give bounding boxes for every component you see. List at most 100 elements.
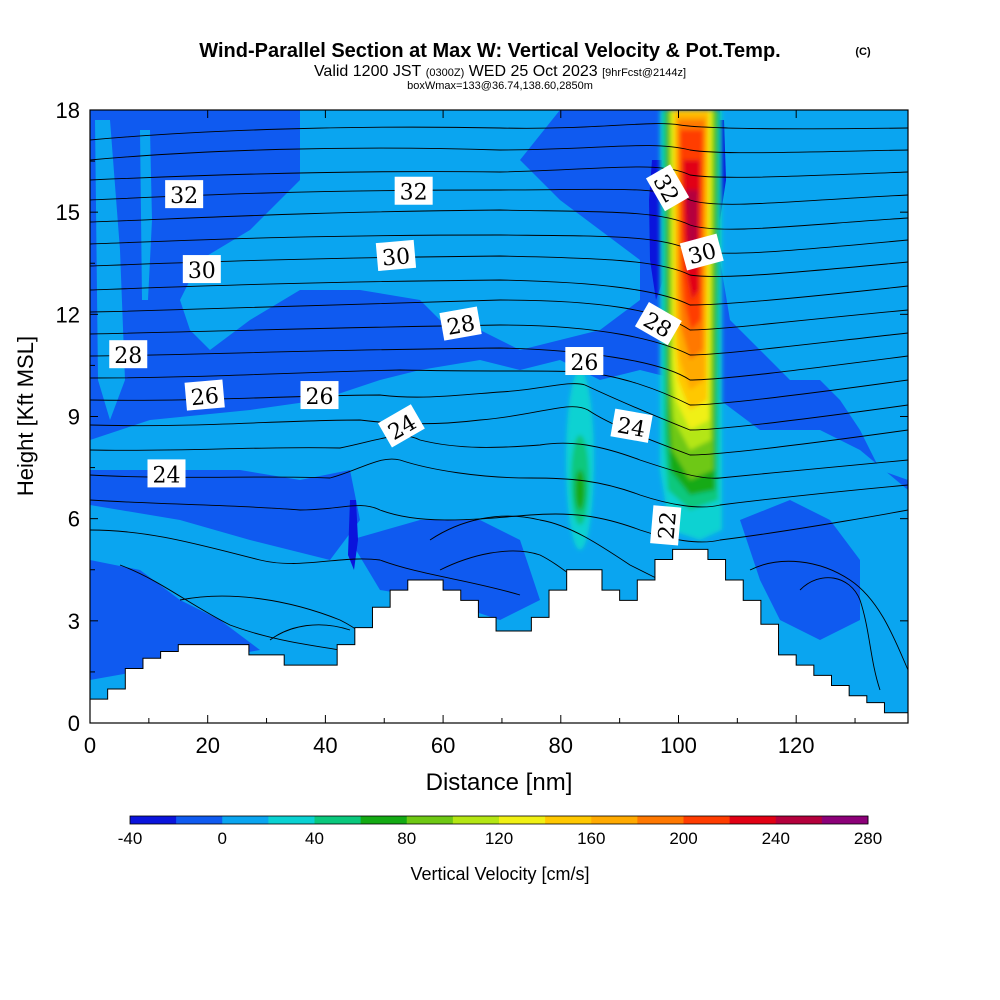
contour-label-text: 28 [114, 344, 142, 369]
x-tick-label: 40 [313, 733, 337, 758]
colorbar-tick-label: 40 [305, 829, 324, 848]
field-updraft-right [720, 110, 908, 480]
contour-label-text: 22 [655, 511, 682, 541]
colorbar-segment [683, 816, 731, 824]
contour-label: 24 [147, 459, 186, 488]
contour-label: 28 [439, 306, 482, 341]
contour-label: 30 [182, 255, 221, 284]
contour-label: 32 [165, 180, 204, 209]
colorbar-segment [314, 816, 362, 824]
field-downdraft-small [348, 500, 358, 570]
y-tick-label: 9 [68, 405, 80, 430]
x-tick-label: 100 [660, 733, 697, 758]
colorbar-segment [499, 816, 546, 824]
field-low-pocket-right [740, 500, 860, 640]
colorbar-tick-label: 160 [577, 829, 605, 848]
contour-label: 22 [650, 505, 682, 546]
x-tick-label: 0 [84, 733, 96, 758]
contour-label-box [439, 306, 482, 341]
colorbar-tick-label: 120 [485, 829, 513, 848]
terrain [90, 548, 908, 723]
contour-label-box [645, 164, 690, 212]
y-tick-label: 3 [68, 609, 80, 634]
valid-time-line: Valid 1200 JST (0300Z) WED 25 Oct 2023 [… [314, 63, 686, 80]
colorbar-tick-label: 0 [218, 829, 227, 848]
field-low-pocket-left [90, 470, 360, 560]
contour-label: 30 [679, 233, 724, 271]
contour-label-text: 24 [153, 463, 181, 488]
contour-label-box [565, 347, 604, 376]
contour-label: 28 [109, 340, 148, 369]
contour-label: 26 [565, 347, 604, 376]
colorbar-segment [222, 816, 269, 824]
valid-prefix: Valid 1200 JST [314, 63, 422, 80]
contour-label: 24 [610, 408, 653, 443]
valid-date: WED 25 Oct 2023 [469, 63, 598, 80]
colorbar-tick-label: 80 [397, 829, 416, 848]
y-tick-label: 0 [68, 711, 80, 736]
contour-label-box [300, 381, 339, 410]
y-axis-label: Height [Kft MSL] [13, 336, 38, 496]
contour-label-box [610, 408, 653, 443]
contour-label: 26 [184, 379, 225, 411]
colorbar-segment [130, 816, 177, 824]
contour-label-text: 28 [445, 311, 477, 340]
contour-label-text: 32 [400, 181, 428, 206]
contour-label-text: 26 [306, 385, 334, 410]
contour-label-text: 32 [170, 184, 198, 209]
valid-utc: (0300Z) [426, 67, 465, 79]
colorbar-label: Vertical Velocity [cm/s] [410, 864, 589, 884]
x-tick-label: 120 [778, 733, 815, 758]
field-updraft-upper [180, 110, 640, 350]
contour-label-box [109, 340, 148, 369]
colorbar-segment [637, 816, 684, 824]
colorbar-segment [775, 816, 823, 824]
theta-contours [90, 123, 908, 691]
y-axis: 0 3 6 9 12 15 18 [56, 98, 908, 736]
x-tick-label: 80 [549, 733, 573, 758]
contour-label-box [165, 180, 204, 209]
colorbar-tick-label: -40 [118, 829, 143, 848]
y-tick-label: 18 [56, 98, 80, 123]
x-axis-label: Distance [nm] [426, 769, 573, 796]
contour-label-box [182, 255, 221, 284]
y-tick-label: 15 [56, 200, 80, 225]
contour-label-text: 30 [188, 259, 216, 284]
box-info: boxWmax=133@36.74,138.60,2850m [407, 80, 593, 92]
colorbar-tick-label: 240 [762, 829, 790, 848]
contour-label-box [377, 404, 425, 448]
contour-label-box [184, 379, 225, 411]
contour-label-text: 26 [570, 351, 598, 376]
colorbar-segment [176, 816, 223, 824]
colorbar-tick-label: 280 [854, 829, 882, 848]
contour-label-text: 30 [381, 244, 411, 271]
field-updraft-plume [660, 110, 722, 540]
colorbar-segment [360, 816, 408, 824]
chart-title: Wind-Parallel Section at Max W: Vertical… [199, 40, 780, 62]
field-low-pocket-mid [350, 520, 540, 620]
contour-label: 32 [645, 164, 690, 212]
colorbar: -40 0 40 80 120 160 200 240 280 [118, 815, 882, 848]
x-axis: 0 20 40 60 80 100 120 [84, 110, 856, 758]
contour-label-box [147, 459, 186, 488]
colorbar-segment [406, 816, 454, 824]
contour-label-box [634, 302, 682, 346]
colorbar-segment [821, 816, 869, 824]
y-tick-label: 6 [68, 507, 80, 532]
contour-label-text: 26 [190, 384, 220, 411]
x-tick-label: 20 [195, 733, 219, 758]
y-tick-label: 12 [56, 302, 80, 327]
field-updraft-small [566, 370, 594, 550]
copyright-mark: (C) [855, 46, 871, 58]
colorbar-segment [452, 816, 500, 824]
colorbar-frame [129, 815, 869, 825]
contour-label: 30 [375, 239, 417, 272]
contour-label: 26 [300, 381, 339, 410]
colorbar-segment [545, 816, 592, 824]
contour-label-text: 24 [615, 413, 647, 442]
plot-area [90, 110, 908, 723]
colorbar-segment [729, 816, 777, 824]
field-left-spike [140, 130, 152, 300]
x-tick-label: 60 [431, 733, 455, 758]
